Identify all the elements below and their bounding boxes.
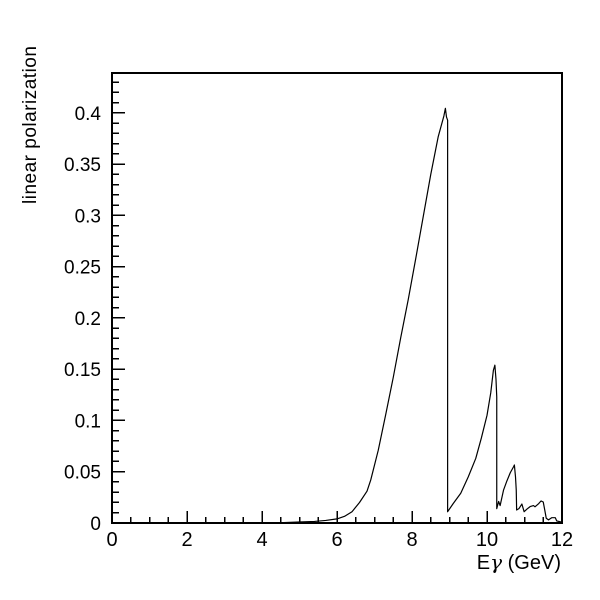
x-tick-label: 0 xyxy=(106,529,117,551)
axis-ticks xyxy=(111,81,563,524)
y-axis-label: linear polarization xyxy=(20,45,41,204)
x-tick-label: 4 xyxy=(256,529,267,551)
polarization-series-line xyxy=(280,107,563,524)
x-tick-label: 6 xyxy=(331,529,342,551)
plot-frame xyxy=(111,72,563,524)
x-axis-label: Eγ (GeV) xyxy=(399,551,561,574)
y-tick-label: 0.15 xyxy=(64,360,101,381)
y-tick-label: 0.3 xyxy=(75,206,101,227)
x-axis-label-unit: (GeV) xyxy=(502,552,561,574)
x-tick-label: 10 xyxy=(476,529,498,551)
y-tick-label: 0.05 xyxy=(64,463,101,484)
y-tick-label: 0.2 xyxy=(75,309,101,330)
y-tick-label: 0.35 xyxy=(64,155,101,176)
axis-tick-labels: 0 2 4 6 8 10 12 0 0.05 0.1 0.15 0.2 0.25 0.3 0.35 0.4 xyxy=(64,104,573,551)
y-tick-label: 0.4 xyxy=(75,104,102,125)
x-axis-label-pre: E xyxy=(476,552,491,574)
x-tick-label: 8 xyxy=(406,529,417,551)
y-tick-label: 0.1 xyxy=(75,411,101,432)
frame-box xyxy=(111,72,563,524)
polarization-curve xyxy=(280,107,563,524)
y-tick-label: 0 xyxy=(90,514,101,535)
x-tick-label: 12 xyxy=(551,529,573,551)
gamma-symbol: γ xyxy=(490,550,503,574)
y-tick-label: 0.25 xyxy=(64,258,101,279)
x-tick-label: 2 xyxy=(181,529,192,551)
